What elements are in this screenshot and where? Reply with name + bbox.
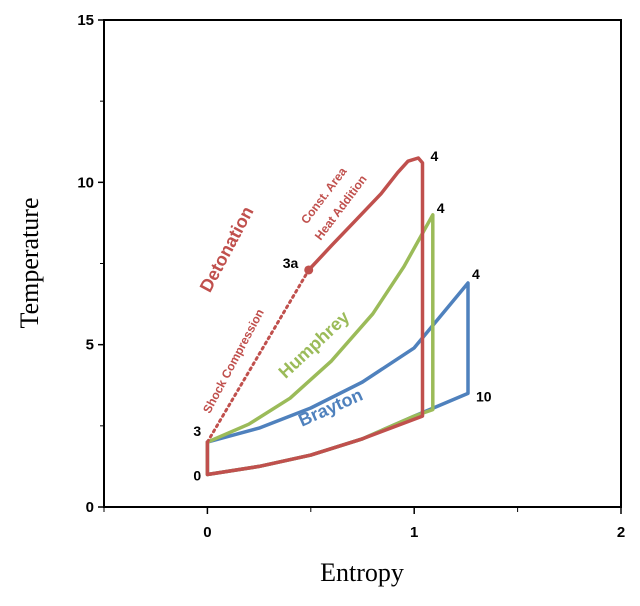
x-tick-label: 0 (203, 524, 211, 541)
state-point-label: 4 (472, 266, 480, 282)
state-point-label: 10 (476, 388, 492, 404)
brayton-label: Brayton (295, 385, 365, 431)
state-point-label: 4 (430, 148, 438, 164)
y-tick-label: 10 (77, 174, 94, 191)
state-3a-marker (304, 265, 314, 275)
state-point-label: 0 (193, 468, 201, 484)
x-ticks: 0 1 2 (103, 507, 625, 541)
detonation-label: Detonation (196, 203, 258, 295)
humphrey-label: Humphrey (275, 307, 354, 382)
x-tick-label: 1 (410, 524, 418, 541)
y-axis-title: Temperature (15, 198, 44, 329)
y-tick-label: 5 (86, 337, 94, 354)
y-ticks: 0 5 10 15 (77, 12, 104, 516)
state-point-label: 4 (437, 200, 445, 216)
x-axis-title: Entropy (320, 558, 404, 587)
state-point-label: 3a (283, 255, 299, 271)
plot-frame (103, 19, 622, 508)
x-tick-label: 2 (617, 524, 625, 541)
labels-layer: 0 3 3a 4 4 4 10 (193, 148, 491, 484)
y-tick-label: 0 (86, 499, 94, 516)
y-tick-label: 15 (77, 12, 94, 29)
shock-compression-line (205, 268, 311, 444)
series-layer (205, 156, 470, 477)
detonation-series-line (205, 156, 425, 477)
state-point-label: 3 (193, 423, 201, 439)
